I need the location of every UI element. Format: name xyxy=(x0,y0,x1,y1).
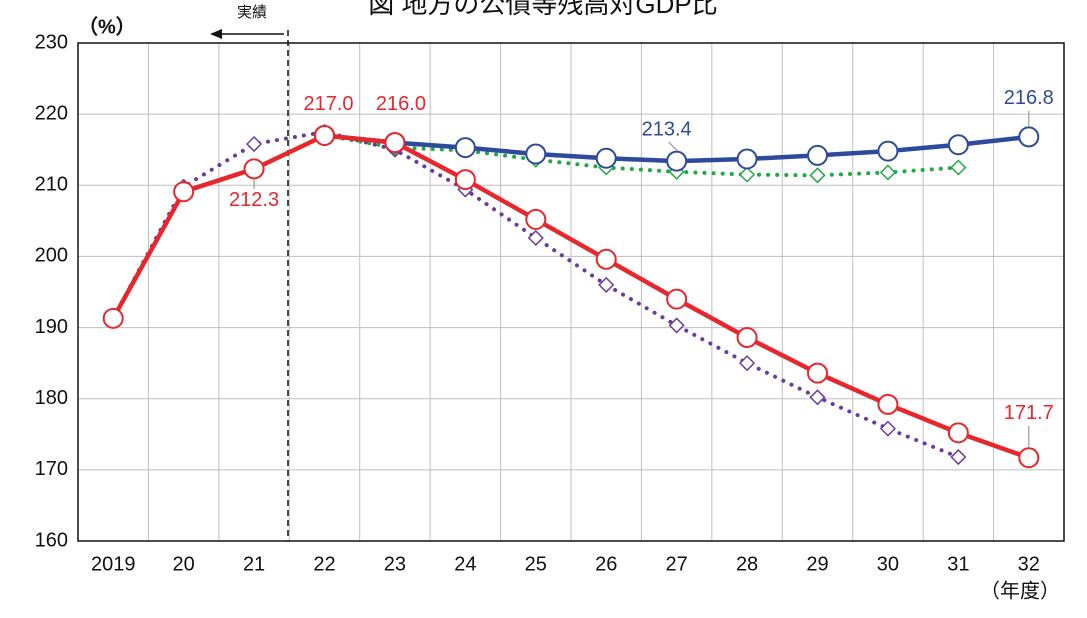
marker xyxy=(525,143,547,165)
chart-title: 図 地方の公債等残高対GDP比 xyxy=(368,0,718,19)
x-axis-label: （年度） xyxy=(980,579,1060,602)
y-tick-label: 180 xyxy=(35,387,68,409)
plot-border xyxy=(77,42,1065,542)
marker xyxy=(877,140,899,162)
x-tick-label: 23 xyxy=(384,553,406,575)
marker xyxy=(877,393,899,415)
x-tick-label: 24 xyxy=(454,553,476,575)
marker xyxy=(666,288,688,310)
marker xyxy=(598,276,615,293)
marker xyxy=(173,181,195,203)
marker xyxy=(454,169,476,191)
data-label: 217.0 xyxy=(303,93,353,115)
marker xyxy=(384,132,406,154)
x-tick-label: 31 xyxy=(947,553,969,575)
marker xyxy=(879,420,896,437)
data-label: 171.7 xyxy=(1004,402,1054,424)
x-tick-label: 20 xyxy=(173,553,195,575)
marker xyxy=(1018,126,1040,148)
marker xyxy=(809,389,826,406)
marker xyxy=(807,144,828,166)
x-tick-label: 30 xyxy=(877,553,899,575)
y-tick-label: 170 xyxy=(35,458,68,480)
y-tick-label: 220 xyxy=(35,102,68,124)
x-tick-label: 25 xyxy=(525,553,547,575)
marker xyxy=(314,124,335,146)
data-label: 216.8 xyxy=(1004,87,1054,109)
marker xyxy=(1018,447,1040,469)
marker xyxy=(807,362,828,384)
marker xyxy=(736,327,758,349)
marker xyxy=(102,307,124,329)
y-axis-label: （%） xyxy=(78,15,136,38)
marker xyxy=(527,229,544,246)
series-line xyxy=(322,133,961,178)
x-tick-label: 29 xyxy=(806,553,828,575)
marker xyxy=(243,158,265,180)
marker xyxy=(739,355,756,372)
marker xyxy=(525,208,547,230)
leader-line xyxy=(668,141,679,152)
x-tick-label: 28 xyxy=(736,553,758,575)
x-tick-label: 32 xyxy=(1018,553,1040,575)
data-label: 213.4 xyxy=(642,118,692,140)
series-line xyxy=(111,129,961,460)
annotation: 実績 xyxy=(237,4,267,21)
marker xyxy=(879,164,896,181)
y-tick-label: 160 xyxy=(35,529,68,551)
marker xyxy=(595,248,617,270)
x-tick-label: 21 xyxy=(243,553,265,575)
y-tick-label: 190 xyxy=(35,316,68,338)
marker xyxy=(739,166,756,183)
marker xyxy=(947,134,969,156)
y-tick-label: 230 xyxy=(35,31,68,53)
marker xyxy=(950,159,967,176)
marker xyxy=(246,135,263,153)
marker xyxy=(668,317,685,334)
x-tick-label: 22 xyxy=(313,553,335,575)
annotation-arrowhead xyxy=(210,29,222,39)
marker xyxy=(809,167,826,184)
x-tick-label: 26 xyxy=(595,553,617,575)
marker xyxy=(454,137,476,159)
marker xyxy=(595,147,617,169)
series-line xyxy=(110,133,1032,461)
marker xyxy=(950,448,967,466)
marker xyxy=(666,150,688,172)
x-tick-label: 27 xyxy=(666,553,688,575)
marker xyxy=(947,422,969,444)
data-label: 212.3 xyxy=(229,189,279,211)
marker xyxy=(736,148,758,170)
y-tick-label: 210 xyxy=(35,174,68,196)
x-tick-label: 2019 xyxy=(91,553,136,575)
y-tick-label: 200 xyxy=(35,245,68,267)
data-label: 216.0 xyxy=(376,93,426,115)
